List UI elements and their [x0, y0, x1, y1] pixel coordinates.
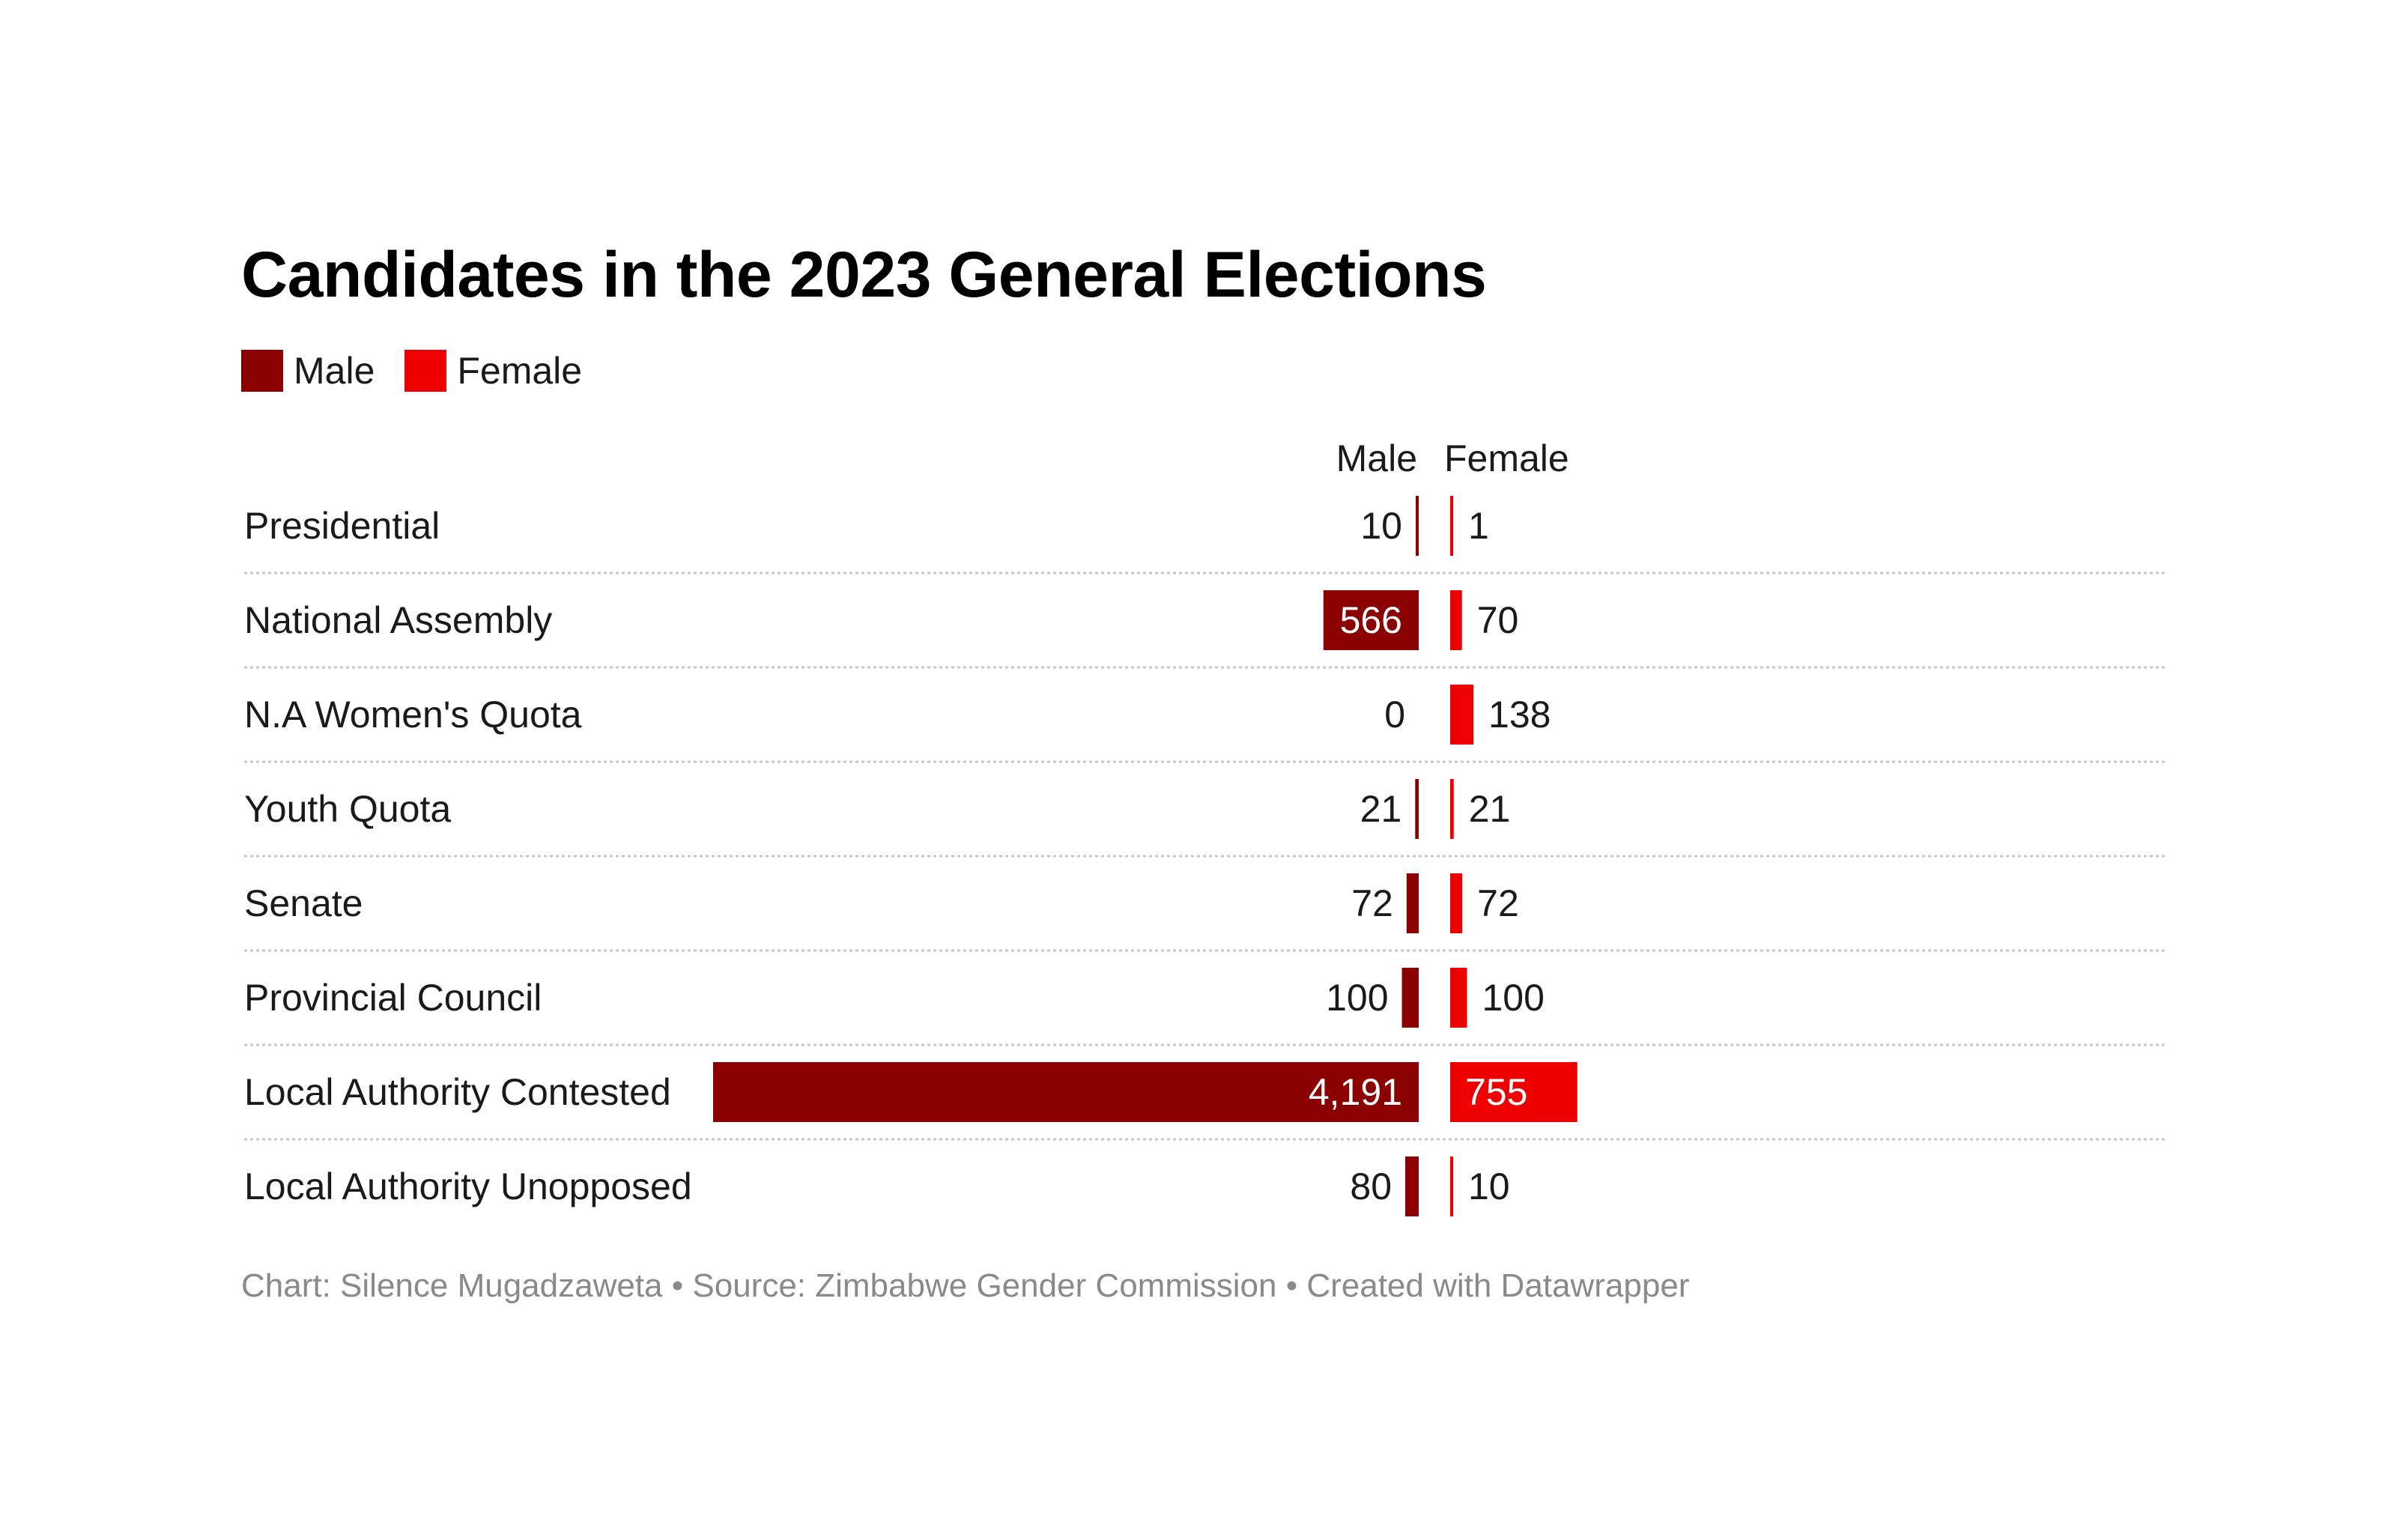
bar-female-national-assembly [1450, 590, 1462, 650]
value-label-female-local-authority-contested: 755 [1465, 1071, 1527, 1113]
footer-separator: • [662, 1267, 693, 1304]
legend-label-female: Female [457, 350, 583, 392]
value-label-male-n-a-women-s-quota: 0 [1384, 694, 1405, 736]
value-label-female-youth-quota: 21 [1469, 788, 1511, 830]
category-label-local-authority-contested: Local Authority Contested [244, 1071, 671, 1113]
chart-title: Candidates in the 2023 General Elections [241, 239, 1487, 311]
category-label-local-authority-unopposed: Local Authority Unopposed [244, 1165, 692, 1207]
bar-female-n-a-women-s-quota [1450, 685, 1474, 745]
legend-label-male: Male [294, 350, 375, 392]
bar-female-local-authority-unopposed [1450, 1156, 1453, 1216]
chart-footer: Chart: Silence Mugadzaweta • Source: Zim… [241, 1267, 1689, 1305]
bar-male-local-authority-unopposed [1405, 1156, 1419, 1216]
bar-female-senate [1450, 873, 1463, 933]
category-label-national-assembly: National Assembly [244, 599, 552, 641]
value-label-female-senate: 72 [1477, 882, 1519, 924]
category-label-senate: Senate [244, 882, 363, 924]
bar-male-youth-quota [1415, 779, 1419, 839]
column-header-male: Male [1336, 437, 1417, 479]
category-label-n-a-women-s-quota: N.A Women's Quota [244, 694, 582, 736]
category-label-provincial-council: Provincial Council [244, 977, 542, 1019]
value-label-female-presidential: 1 [1468, 505, 1489, 547]
legend-item-female: Female [404, 349, 582, 392]
value-label-male-provincial-council: 100 [1326, 977, 1388, 1019]
bar-male-national-assembly [1323, 590, 1419, 650]
chart-credit: Chart: Silence Mugadzaweta [241, 1267, 663, 1304]
bar-male-presidential [1416, 496, 1419, 556]
category-label-presidential: Presidential [244, 505, 440, 547]
category-label-youth-quota: Youth Quota [244, 788, 451, 830]
value-label-female-n-a-women-s-quota: 138 [1488, 694, 1551, 736]
value-label-male-presidential: 10 [1360, 505, 1402, 547]
chart-source: Source: Zimbabwe Gender Commission [692, 1267, 1277, 1304]
value-label-male-national-assembly: 566 [1340, 599, 1402, 641]
value-label-female-national-assembly: 70 [1477, 599, 1519, 641]
column-header-female: Female [1444, 437, 1569, 479]
bar-female-local-authority-contested [1450, 1062, 1578, 1122]
bar-female-youth-quota [1450, 779, 1454, 839]
value-label-male-local-authority-contested: 4,191 [1309, 1071, 1402, 1113]
legend-swatch-male [241, 350, 283, 392]
bar-female-provincial-council [1450, 968, 1467, 1028]
bar-male-local-authority-contested [713, 1062, 1419, 1122]
legend-item-male: Male [241, 349, 375, 392]
value-label-male-local-authority-unopposed: 80 [1350, 1165, 1392, 1207]
legend-swatch-female [404, 350, 447, 392]
bar-male-senate [1406, 873, 1419, 933]
value-label-female-local-authority-unopposed: 10 [1468, 1165, 1510, 1207]
value-label-female-provincial-council: 100 [1482, 977, 1544, 1019]
value-label-male-senate: 72 [1351, 882, 1393, 924]
bar-male-provincial-council [1401, 968, 1419, 1028]
created-with: Created with Datawrapper [1306, 1267, 1690, 1304]
legend: Male Female [241, 349, 612, 392]
value-label-male-youth-quota: 21 [1360, 788, 1402, 830]
footer-separator: • [1276, 1267, 1307, 1304]
bar-female-presidential [1450, 496, 1453, 556]
